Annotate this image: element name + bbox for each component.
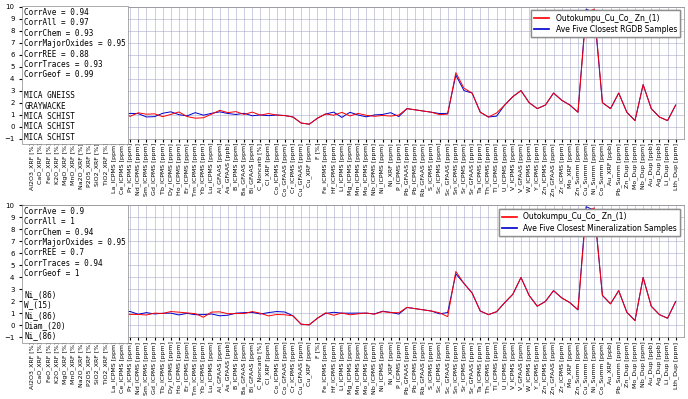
Text: CorrAve = 0.94
CorrAll = 0.97
CorrChem = 0.93
CorrMajorOxides = 0.95
CorrREE = 0: CorrAve = 0.94 CorrAll = 0.97 CorrChem =…	[24, 8, 126, 142]
Text: CorrAve = 0.9
CorrAll = 1
CorrChem = 0.94
CorrMajorOxides = 0.95
CorrREE = 0.7
C: CorrAve = 0.9 CorrAll = 1 CorrChem = 0.9…	[24, 207, 126, 341]
Legend: Outokumpu_Cu_Co_ Zn_(1), Ave Five Closest RGDB Samples: Outokumpu_Cu_Co_ Zn_(1), Ave Five Closes…	[531, 10, 680, 37]
Legend: Outokumpu_Cu_Co_ Zn_(1), Ave Five Closest Mineralization Samples: Outokumpu_Cu_Co_ Zn_(1), Ave Five Closes…	[499, 209, 680, 236]
